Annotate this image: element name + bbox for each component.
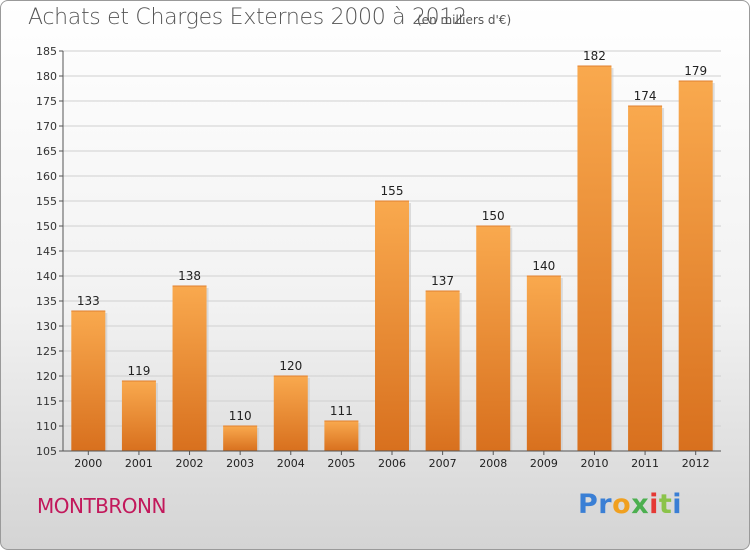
logo-letter: x (631, 489, 650, 520)
y-tick-label: 160 (36, 170, 57, 183)
bar-value-label: 155 (381, 184, 404, 198)
bar-value-label: 111 (330, 404, 353, 418)
bar (375, 201, 409, 451)
y-tick-label: 175 (36, 95, 57, 108)
x-tick-label: 2000 (74, 457, 102, 470)
y-tick-label: 105 (36, 445, 57, 458)
x-tick-label: 2007 (429, 457, 457, 470)
bar-value-label: 179 (684, 64, 707, 78)
y-tick-label: 155 (36, 195, 57, 208)
logo-letter: i (649, 489, 659, 520)
y-tick-label: 170 (36, 120, 57, 133)
bar-value-label: 140 (532, 259, 555, 273)
chart-unit: (en milliers d'€) (417, 13, 512, 27)
y-tick-label: 140 (36, 270, 57, 283)
bar (223, 426, 258, 451)
x-tick-label: 2006 (378, 457, 406, 470)
commune-name: MONTBRONN (37, 494, 166, 518)
bars (71, 65, 715, 451)
bar-value-label: 120 (279, 359, 302, 373)
bar-value-label: 119 (127, 364, 150, 378)
y-tick-label: 125 (36, 345, 57, 358)
bar (172, 286, 207, 451)
y-tick-label: 150 (36, 220, 57, 233)
bar-value-label: 150 (482, 209, 505, 223)
bar-value-label: 138 (178, 269, 201, 283)
logo-letter: t (658, 489, 673, 520)
y-tick-label: 115 (36, 395, 57, 408)
x-tick-label: 2001 (125, 457, 153, 470)
bar (71, 311, 106, 451)
x-tick-label: 2011 (631, 457, 659, 470)
x-tick-label: 2004 (277, 457, 305, 470)
y-tick-label: 110 (36, 420, 57, 433)
y-tick-label: 180 (36, 70, 57, 83)
y-tick-label: 185 (36, 45, 57, 58)
bar (628, 106, 663, 451)
axes (59, 50, 721, 455)
y-tick-label: 145 (36, 245, 57, 258)
x-tick-label: 2009 (530, 457, 558, 470)
bar-value-label: 137 (431, 274, 454, 288)
y-tick-label: 130 (36, 320, 57, 333)
bar (273, 376, 308, 451)
x-tick-label: 2003 (226, 457, 254, 470)
logo-letter: i (672, 489, 683, 520)
logo-letter: r (598, 489, 613, 520)
bar (324, 421, 359, 451)
proxiti-logo[interactable]: Proxiti (578, 489, 682, 520)
labels: 105 110 115 120 125 130 135 140 145 150 155 160 165 1… (36, 45, 710, 470)
bar (678, 81, 713, 451)
chart-title: Achats et Charges Externes 2000 à 2012 (28, 5, 467, 30)
x-tick-label: 2012 (682, 457, 710, 470)
bar (577, 66, 612, 451)
bar (476, 226, 511, 451)
bar (425, 291, 460, 451)
bar (526, 276, 561, 451)
bar-value-label: 133 (77, 294, 100, 308)
x-tick-label: 2008 (479, 457, 507, 470)
logo-letter: P (578, 489, 599, 520)
x-tick-label: 2005 (327, 457, 355, 470)
y-tick-label: 135 (36, 295, 57, 308)
y-tick-label: 165 (36, 145, 57, 158)
bar (121, 381, 156, 451)
bar-value-label: 174 (634, 89, 657, 103)
x-tick-label: 2010 (580, 457, 608, 470)
y-tick-label: 120 (36, 370, 57, 383)
bar-value-label: 110 (229, 409, 252, 423)
x-tick-label: 2002 (176, 457, 204, 470)
logo-letter: o (612, 489, 632, 520)
bar-value-label: 182 (583, 49, 606, 63)
